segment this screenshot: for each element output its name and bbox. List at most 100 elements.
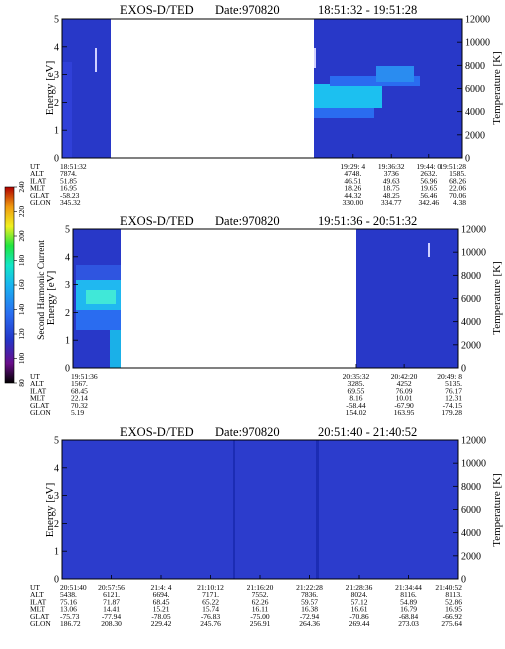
y2-tick-label: 0 <box>461 575 466 586</box>
panel-2-ylabel2: Temperature [K] <box>491 261 503 334</box>
ephemeris-value: 68.45 <box>71 386 88 395</box>
ephemeris-value: 51.85 <box>60 176 77 185</box>
ephemeris-value: -67.90 <box>394 401 414 410</box>
panel-2-enhancement-core <box>86 290 116 304</box>
y2-tick-label: 10000 <box>461 459 486 470</box>
ephemeris-value: 154.02 <box>346 408 367 417</box>
ephemeris-value: 342.46 <box>418 198 439 207</box>
y2-tick-label: 4000 <box>461 528 481 539</box>
y2-tick-label: 0 <box>465 154 470 165</box>
ephemeris-row-label: MLT <box>30 184 46 193</box>
ephemeris-value: 7171. <box>202 590 219 599</box>
panel-1-enhancement-tail <box>376 66 414 82</box>
ephemeris-value: 334.77 <box>381 198 402 207</box>
ephemeris-row-label: UT <box>30 583 40 592</box>
ephemeris-value: 75.16 <box>60 597 77 606</box>
ephemeris-row-label: GLON <box>30 408 51 417</box>
panel-3-y-axis: 0 1 2 3 4 5 <box>54 436 67 586</box>
panel-1-y2-axis: 0 2000 4000 6000 8000 10000 12000 <box>457 15 490 165</box>
y-tick-label: 4 <box>54 42 59 53</box>
ephemeris-value: -58.23 <box>60 191 80 200</box>
ephemeris-value: 46.51 <box>344 176 361 185</box>
colorbar-tick-label: 180 <box>17 255 26 267</box>
ephemeris-value: 16.11 <box>252 605 269 614</box>
panel-3-ylabel: Energy [eV] <box>44 483 56 537</box>
ephemeris-value: 21:16:20 <box>247 583 274 592</box>
ephemeris-value: -58.44 <box>346 401 366 410</box>
ephemeris-value: -78.05 <box>151 612 171 621</box>
panel-1-title: EXOS-D/TED <box>120 3 194 17</box>
panel-3-time-range: 20:51:40 - 21:40:52 <box>318 425 417 439</box>
ephemeris-value: 68.26 <box>449 176 466 185</box>
ephemeris-value: 8113. <box>445 590 462 599</box>
ephemeris-value: 208.30 <box>101 619 122 628</box>
ephemeris-value: -76.83 <box>201 612 221 621</box>
ephemeris-value: 19:51:36 <box>71 372 98 381</box>
ephemeris-value: 70.32 <box>71 401 88 410</box>
ephemeris-value: 76.09 <box>396 386 413 395</box>
ephemeris-row-label: UT <box>30 372 40 381</box>
y-tick-label: 0 <box>54 575 59 586</box>
colorbar-tick-label: 220 <box>17 206 26 218</box>
ephemeris-value: 68.45 <box>153 597 170 606</box>
y-tick-label: 4 <box>54 463 59 474</box>
ephemeris-value: 22.06 <box>449 184 466 193</box>
colorbar-gradient <box>4 186 15 384</box>
ephemeris-value: 186.72 <box>60 619 81 628</box>
y2-tick-label: 2000 <box>461 551 481 562</box>
ephemeris-row-label: ALT <box>30 590 44 599</box>
panel-1-enhancement <box>314 84 382 108</box>
panel-2-streak <box>428 243 430 257</box>
ephemeris-value: 345.32 <box>60 198 81 207</box>
ephemeris-value: 7836. <box>301 590 318 599</box>
y-tick-label: 1 <box>54 126 59 137</box>
colorbar-tick-label: 100 <box>17 353 26 365</box>
panel-2-enhancement-top <box>76 265 121 280</box>
y2-tick-label: 12000 <box>461 436 486 447</box>
ephemeris-value: -68.84 <box>399 612 419 621</box>
ephemeris-value: 20:49: 8 <box>437 372 462 381</box>
ephemeris-value: 21:10:12 <box>197 583 224 592</box>
colorbar-tick-label: 200 <box>17 230 26 242</box>
colorbar-tick-label: 160 <box>17 279 26 291</box>
panel-2-enhancement-base <box>76 310 121 330</box>
y-tick-label: 0 <box>54 154 59 165</box>
y2-tick-label: 6000 <box>461 505 481 516</box>
ephemeris-value: 20:42:20 <box>391 372 418 381</box>
ephemeris-value: 18.26 <box>344 184 361 193</box>
ephemeris-value: 3736 <box>384 169 399 178</box>
colorbar-tick-label: 140 <box>17 304 26 316</box>
panel-1-band <box>62 62 72 158</box>
y-tick-label: 1 <box>65 336 70 347</box>
y-tick-label: 5 <box>54 436 59 447</box>
ephemeris-value: 273.03 <box>398 619 419 628</box>
ephemeris-row-label: GLAT <box>30 401 50 410</box>
ephemeris-value: 18.75 <box>383 184 400 193</box>
ephemeris-value: 4.38 <box>453 198 466 207</box>
panel-1-date: Date:970820 <box>215 3 280 17</box>
ephemeris-value: 179.28 <box>441 408 462 417</box>
ephemeris-value: 6121. <box>103 590 120 599</box>
ephemeris-value: 19:44: 0 <box>416 162 441 171</box>
ephemeris-value: -66.92 <box>443 612 463 621</box>
ephemeris-value: 13.06 <box>60 605 77 614</box>
ephemeris-value: 7552. <box>252 590 269 599</box>
ephemeris-value: 16.95 <box>445 605 462 614</box>
ephemeris-value: 57.12 <box>351 597 368 606</box>
ephemeris-row-label: GLAT <box>30 612 50 621</box>
y2-tick-label: 8000 <box>461 271 481 282</box>
panel-1-ylabel: Energy [eV] <box>44 61 56 115</box>
ephemeris-row-label: ILAT <box>30 597 47 606</box>
y2-tick-label: 6000 <box>465 84 485 95</box>
ephemeris-value: 62.26 <box>252 597 269 606</box>
panel-2-title: EXOS-D/TED <box>120 214 194 228</box>
colorbar: 80 100 120 140 160 180 200 220 240 Second Harmon… <box>4 181 47 387</box>
y-tick-label: 3 <box>65 280 70 291</box>
ephemeris-value: 12.31 <box>445 394 462 403</box>
panel-3-date: Date:970820 <box>215 425 280 439</box>
ephemeris-value: 1585. <box>449 169 466 178</box>
y2-tick-label: 10000 <box>461 248 486 259</box>
ephemeris-value: 264.36 <box>299 619 320 628</box>
ephemeris-row-label: GLON <box>30 619 51 628</box>
y-tick-label: 5 <box>54 15 59 26</box>
